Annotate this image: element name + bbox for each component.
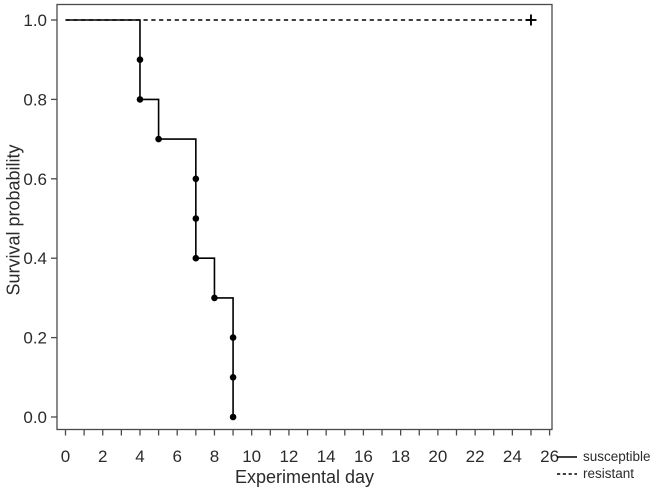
legend-label-resistant: resistant: [583, 466, 635, 481]
svg-text:0: 0: [61, 447, 70, 466]
svg-text:0.4: 0.4: [23, 249, 47, 268]
svg-text:22: 22: [466, 447, 485, 466]
dashed-line-sample-icon: [557, 472, 577, 475]
svg-text:1.0: 1.0: [23, 11, 47, 30]
svg-text:26: 26: [540, 447, 559, 466]
svg-text:0.8: 0.8: [23, 90, 47, 109]
svg-text:4: 4: [135, 447, 144, 466]
legend: susceptible resistant: [557, 448, 651, 482]
svg-text:0.6: 0.6: [23, 170, 47, 189]
svg-text:20: 20: [428, 447, 447, 466]
svg-text:2: 2: [98, 447, 107, 466]
svg-text:16: 16: [354, 447, 373, 466]
x-axis-title: Experimental day: [234, 467, 375, 487]
svg-text:18: 18: [391, 447, 410, 466]
svg-text:12: 12: [279, 447, 298, 466]
svg-text:14: 14: [317, 447, 336, 466]
svg-text:0.2: 0.2: [23, 329, 47, 348]
y-axis-title: Survival probability: [3, 144, 24, 296]
svg-text:24: 24: [503, 447, 522, 466]
legend-item-resistant: resistant: [557, 465, 651, 482]
legend-item-susceptible: susceptible: [557, 448, 651, 465]
solid-line-sample-icon: [557, 455, 577, 458]
svg-text:10: 10: [242, 447, 261, 466]
svg-text:0.0: 0.0: [23, 408, 47, 427]
svg-text:8: 8: [210, 447, 219, 466]
svg-text:6: 6: [172, 447, 181, 466]
legend-label-susceptible: susceptible: [583, 449, 651, 464]
